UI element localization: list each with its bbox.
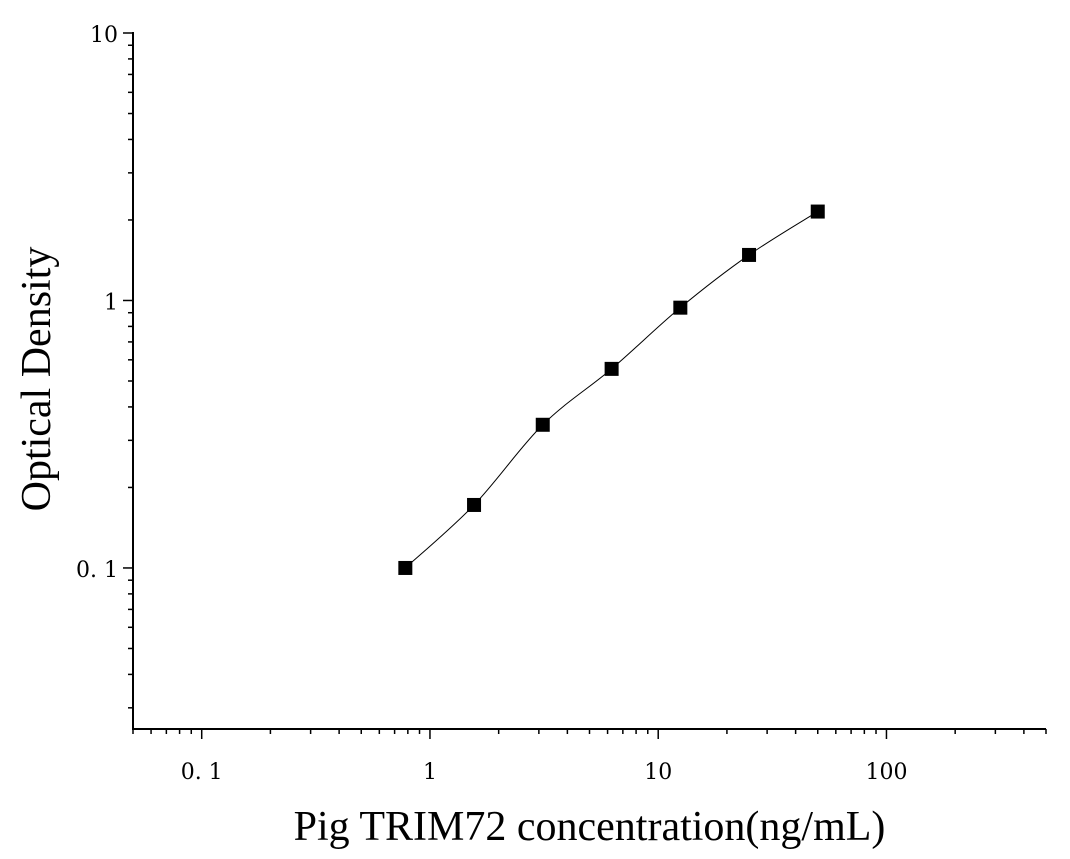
data-point (398, 560, 413, 575)
y-tick-label: 1 (104, 290, 118, 315)
y-axis-title: Optical Density (14, 247, 60, 512)
x-tick-label: 0. 1 (181, 760, 223, 785)
x-ticks (132, 729, 1047, 739)
x-tick-label: 1 (423, 760, 437, 785)
tick-labels: 0. 1 1 10 0. 1 1 10 100 (76, 23, 907, 785)
fit-curve (404, 211, 819, 569)
x-tick-label: 100 (865, 760, 907, 785)
x-tick-label: 10 (644, 760, 672, 785)
data-point (604, 361, 619, 376)
data-point (535, 417, 550, 432)
axes (132, 32, 1046, 730)
y-ticks (123, 32, 133, 709)
y-tick-label: 0. 1 (76, 558, 118, 583)
data-point (810, 204, 825, 219)
data-point (673, 300, 688, 315)
y-tick-label: 10 (90, 23, 118, 48)
x-axis-title: Pig TRIM72 concentration(ng/mL) (294, 804, 886, 850)
data-point (742, 247, 757, 262)
data-point (467, 497, 482, 512)
data-points (398, 204, 825, 575)
